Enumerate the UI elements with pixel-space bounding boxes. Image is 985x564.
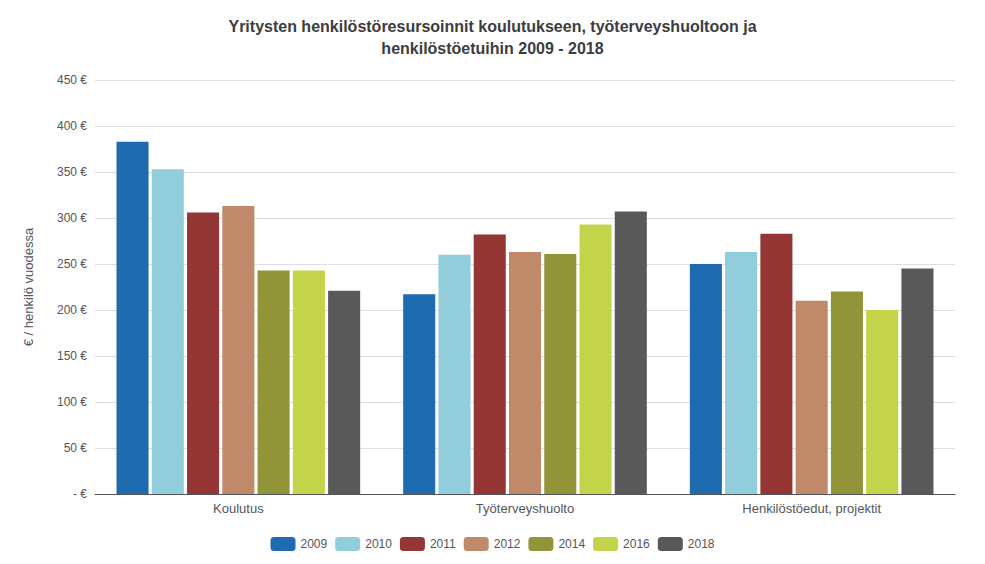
svg-text:200 €: 200 €	[57, 303, 87, 317]
svg-text:2012: 2012	[494, 537, 521, 551]
svg-text:50 €: 50 €	[64, 441, 88, 455]
svg-text:300 €: 300 €	[57, 211, 87, 225]
svg-text:2009: 2009	[301, 537, 328, 551]
svg-text:2011: 2011	[430, 537, 456, 551]
svg-text:2016: 2016	[623, 537, 650, 551]
svg-text:2018: 2018	[688, 537, 715, 551]
svg-text:150 €: 150 €	[57, 349, 87, 363]
svg-text:€ / henkilö vuodessa: € / henkilö vuodessa	[21, 227, 36, 346]
svg-text:Työterveyshuolto: Työterveyshuolto	[476, 501, 574, 516]
svg-text:Yritysten henkilöstöresursoinn: Yritysten henkilöstöresursoinnit koulutu…	[228, 18, 756, 35]
svg-text:250 €: 250 €	[57, 257, 87, 271]
svg-text:henkilöstöetuihin 2009 - 2018: henkilöstöetuihin 2009 - 2018	[381, 40, 603, 57]
svg-text:2010: 2010	[365, 537, 392, 551]
svg-text:400 €: 400 €	[57, 119, 87, 133]
svg-text:100 €: 100 €	[57, 395, 87, 409]
svg-text:Koulutus: Koulutus	[213, 501, 264, 516]
svg-text:2014: 2014	[558, 537, 585, 551]
svg-text:- €: - €	[73, 487, 87, 501]
svg-text:450 €: 450 €	[57, 73, 87, 87]
svg-text:Henkilöstöedut, projektit: Henkilöstöedut, projektit	[742, 501, 881, 516]
svg-text:350 €: 350 €	[57, 165, 87, 179]
